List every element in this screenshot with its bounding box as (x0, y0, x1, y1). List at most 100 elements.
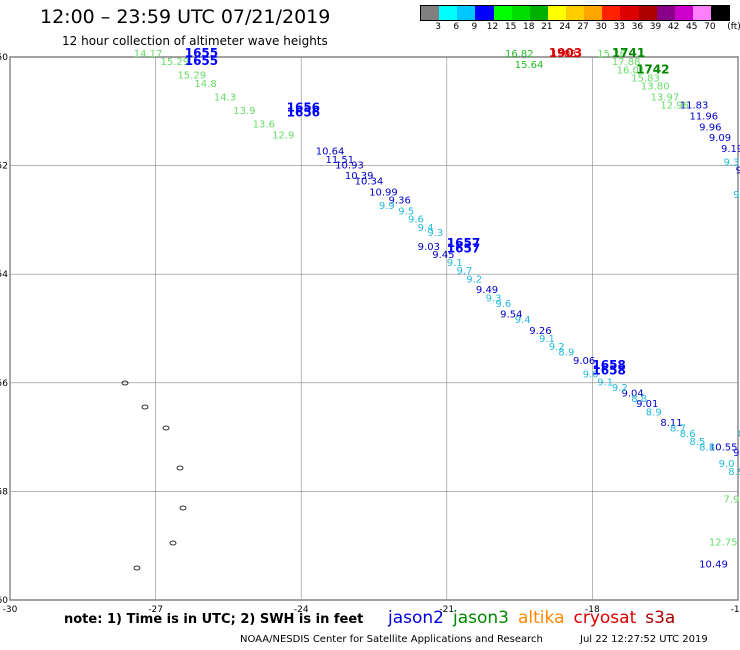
legend-swatch (439, 6, 458, 20)
legend-swatch (457, 6, 476, 20)
legend-label: 36 (631, 22, 644, 32)
data-label-jason2: 11.96 (689, 111, 718, 122)
legend-label: 42 (667, 22, 680, 32)
time-label: 1657 (447, 236, 480, 250)
data-label-jason3: 15.29 (177, 71, 206, 82)
data-label-jason2: 10.39 (345, 171, 374, 182)
data-label-jason2: 11.51 (325, 155, 354, 166)
data-label-dense-swh: 9.1 (447, 258, 463, 269)
data-label-dense-swh: 9.1 (539, 334, 555, 345)
y-tick-label: -54 (0, 270, 8, 280)
data-label-dense-swh: 9.3 (723, 158, 739, 169)
data-label-jason2: 9.96 (699, 122, 721, 133)
data-label-jason2: 9.26 (529, 326, 551, 337)
time-label: 1656 (287, 100, 320, 114)
satellite-s3a: s3a (645, 608, 676, 628)
legend-swatch (584, 6, 603, 20)
satellite-cryosat: cryosat (573, 608, 637, 628)
legend-label: 27 (577, 22, 589, 32)
legend-label: 45 (686, 22, 698, 32)
data-label-jason3: 13.9 (233, 106, 255, 117)
data-label-dense-swh: 8.9 (558, 348, 574, 359)
data-label-jason3: 12.96 (660, 101, 689, 112)
data-label-dense-swh: 9.7 (457, 266, 473, 277)
legend-swatch (421, 6, 440, 20)
data-label-dense-swh: 9.3 (427, 228, 443, 239)
time-label: 1655 (185, 46, 218, 60)
data-label-jason2: 10.55 (709, 443, 738, 454)
data-label-jason2: 9.01 (636, 399, 658, 410)
page-title: 12:00 – 23:59 UTC 07/21/2019 (40, 6, 331, 28)
x-tick-label: -15 (731, 605, 740, 615)
data-label-jason3: 14.3 (214, 92, 236, 103)
satellite-altika: altika (518, 608, 565, 628)
time-label: 1742 (636, 62, 669, 76)
x-tick-label: -30 (3, 605, 18, 615)
data-label-dense-swh: 9.2 (549, 342, 565, 353)
data-label-jason3: 14.17 (134, 49, 163, 60)
y-tick-label: -58 (0, 487, 8, 497)
island-outline (169, 540, 177, 546)
data-label-jason3: 12.9 (272, 130, 294, 141)
data-label-jason2: 9.49 (476, 285, 498, 296)
y-tick-label: -56 (0, 379, 8, 389)
legend-swatch (547, 6, 566, 20)
data-label-jason3: 15.83 (631, 73, 660, 84)
data-label-jason3: 14.8 (194, 79, 216, 90)
data-label-jason3: 16.01 (617, 65, 646, 76)
data-label-jason2: 9.36 (389, 196, 411, 207)
data-label-jason2: 9.54 (500, 310, 522, 321)
satellite-jason3: jason3 (453, 608, 509, 628)
legend-swatch (674, 6, 693, 20)
legend-label: 9 (471, 22, 478, 32)
data-label-dense-swh: 9.4 (418, 223, 434, 234)
island-outline (162, 425, 170, 431)
legend-swatch (511, 6, 530, 20)
data-label-jason3: 15.64 (515, 60, 544, 71)
legend-label: (ft) (727, 22, 740, 32)
x-tick-label: -18 (585, 605, 600, 615)
color-scale-legend (420, 5, 730, 21)
legend-swatch (475, 6, 494, 20)
island-outline (179, 505, 187, 511)
data-label-jason2: 10.99 (369, 187, 398, 198)
island-outline (121, 380, 129, 386)
legend-swatch (493, 6, 512, 20)
data-label-dense-swh: 9.2 (733, 190, 740, 201)
data-label-jason2: 10.49 (699, 559, 728, 570)
legend-label: 6 (453, 22, 460, 32)
data-label-dense-swh: 9.0 (583, 369, 599, 380)
data-label-dense-swh: 9.9 (379, 201, 395, 212)
data-label-jason2: 10.34 (355, 177, 384, 188)
time-label: 1656 (287, 106, 320, 120)
data-label-dense-swh: 8.5 (689, 437, 705, 448)
legend-label: 70 (704, 22, 716, 32)
island-outline (141, 404, 149, 410)
legend-swatch (529, 6, 548, 20)
footer-note: note: 1) Time is in UTC; 2) SWH is in fe… (64, 612, 364, 627)
x-tick-label: -21 (439, 605, 454, 615)
time-label: 1658 (592, 364, 625, 378)
data-label-jason2: 10.93 (335, 160, 364, 171)
data-label-jason2: 9.45 (432, 250, 454, 261)
legend-swatch (620, 6, 639, 20)
data-label-jason2: 9.31 (736, 166, 740, 177)
data-label-dense-swh: 9.1 (733, 448, 740, 459)
data-label-jason3: 13.80 (641, 82, 670, 93)
time-label: 1658 (592, 358, 625, 372)
data-label-jason3: 13.6 (253, 120, 275, 131)
data-label-dense-swh: 9.5 (398, 206, 414, 217)
data-label-jason3: 12.75 (709, 538, 738, 549)
data-label-dense-swh: 8.98 (728, 467, 740, 478)
data-label-jason2: 8.11 (660, 418, 682, 429)
y-tick-label: -60 (0, 596, 8, 606)
legend-label: 15 (504, 22, 517, 32)
legend-label: 21 (541, 22, 553, 32)
island-outline (133, 565, 141, 571)
satellite-jason2: jason2 (388, 608, 444, 628)
data-label-jason3: 13.97 (651, 92, 680, 103)
timestamp: Jul 22 12:27:52 UTC 2019 (580, 634, 708, 645)
legend-swatch (711, 6, 730, 20)
data-label-dense-swh: 9.3 (486, 293, 502, 304)
data-label-jason2: 9.06 (573, 356, 595, 367)
